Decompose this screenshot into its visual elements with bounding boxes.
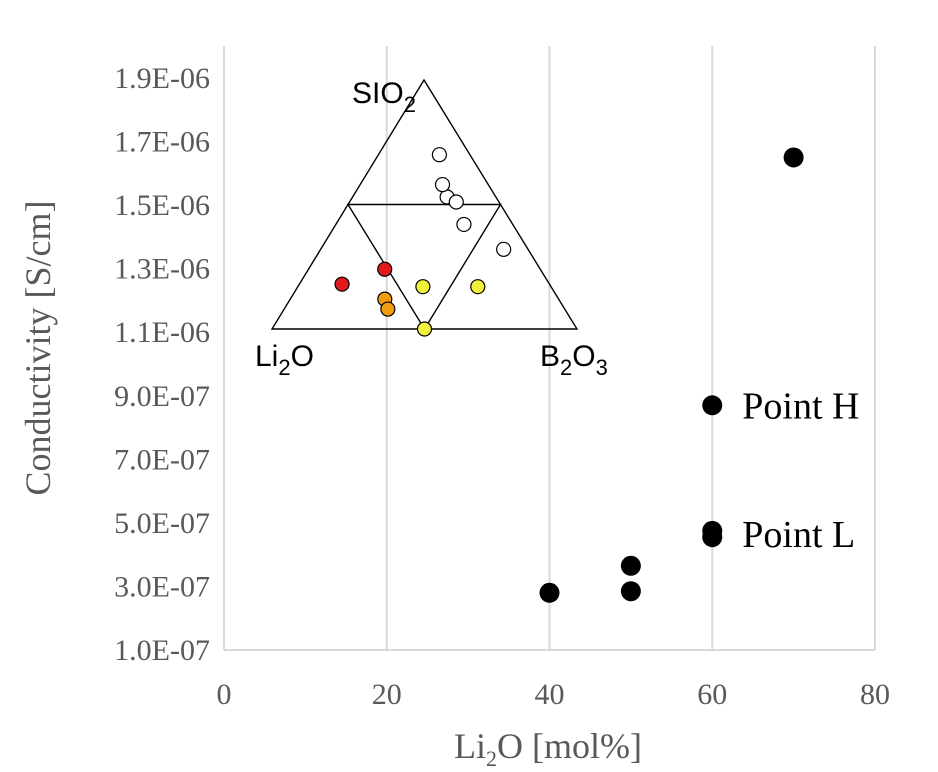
data-point <box>783 147 804 168</box>
x-tick-label: 0 <box>217 678 232 711</box>
ternary-point <box>415 279 431 295</box>
ternary-label-b2o3: B2O3 <box>540 340 608 380</box>
x-tick-label: 20 <box>372 678 402 711</box>
data-point <box>702 520 723 541</box>
annotations: Point H Point L <box>742 385 859 556</box>
y-tick-labels: 1.0E-07 3.0E-07 5.0E-07 7.0E-07 9.0E-07 1.1E-… <box>114 62 210 667</box>
y-tick-label: 1.1E-06 <box>114 316 210 349</box>
ternary-point <box>456 216 472 233</box>
x-tick-label: 60 <box>697 678 727 711</box>
data-point <box>620 581 641 602</box>
ternary-point <box>496 241 512 257</box>
point-annotation: Point L <box>742 514 855 556</box>
data-point <box>620 555 641 576</box>
data-points <box>539 147 804 603</box>
data-point <box>539 582 560 603</box>
y-tick-label: 1.7E-06 <box>114 126 210 159</box>
y-tick-label: 1.0E-07 <box>114 634 210 667</box>
ternary-point <box>377 261 393 277</box>
ternary-label-li2o: Li2O <box>255 340 314 380</box>
ternary-points <box>334 147 512 337</box>
y-tick-label: 7.0E-07 <box>114 443 210 476</box>
ternary-point <box>470 279 486 295</box>
ternary-label-sio2: SIO2 <box>352 77 416 117</box>
ternary-point <box>448 194 464 210</box>
x-axis-title: Li2O [mol%] <box>454 726 642 771</box>
x-tick-label: 40 <box>535 678 565 711</box>
y-tick-label: 1.9E-06 <box>114 62 210 95</box>
y-tick-label: 1.3E-06 <box>114 253 210 286</box>
ternary-inner-triangle <box>346 203 502 331</box>
y-tick-label: 1.5E-06 <box>114 189 210 222</box>
x-tick-labels: 0 20 40 60 80 <box>217 678 891 711</box>
x-tick-label: 80 <box>860 678 890 711</box>
data-point <box>702 395 723 416</box>
ternary-point <box>434 176 451 193</box>
point-annotation: Point H <box>742 385 859 427</box>
ternary-point <box>416 321 433 337</box>
ternary-point <box>380 301 396 317</box>
y-tick-label: 9.0E-07 <box>114 380 210 413</box>
ternary-inset: SIO2 Li2O B2O3 <box>255 77 608 380</box>
gridlines <box>223 46 876 650</box>
y-tick-label: 3.0E-07 <box>114 570 210 603</box>
y-axis-title: Conductivity [S/cm] <box>18 201 58 496</box>
ternary-point <box>431 147 447 163</box>
ternary-point <box>334 276 350 292</box>
y-tick-label: 5.0E-07 <box>114 507 210 540</box>
